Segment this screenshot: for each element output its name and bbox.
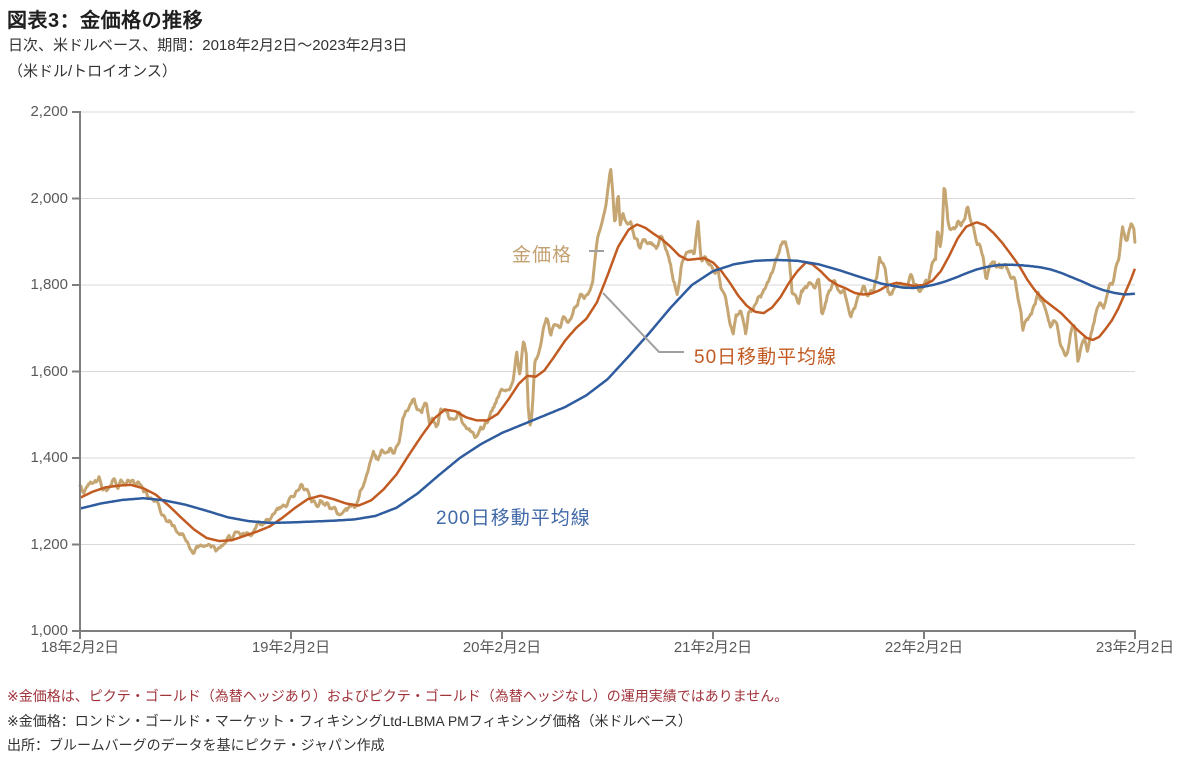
y-tick-label: 1,200: [30, 535, 68, 553]
x-tick-label: 22年2月2日: [884, 639, 964, 656]
footnote-source: 出所：ブルームバーグのデータを基にピクテ・ジャパン作成: [7, 737, 385, 753]
x-tick-label: 23年2月2日: [1095, 639, 1175, 656]
series-label-50day-ma: 50日移動平均線: [694, 347, 838, 368]
y-axis-unit-label: （米ドル/トロイオンス）: [8, 63, 177, 80]
y-tick-label: 2,200: [30, 103, 68, 120]
x-tick-label: 20年2月2日: [462, 639, 542, 656]
y-tick-label: 1,600: [30, 362, 68, 380]
x-tick-label: 18年2月2日: [40, 639, 120, 656]
footnote-price-definition: ※金価格：ロンドン・ゴールド・マーケット・フィキシングLtd-LBMA PMフィ…: [7, 713, 692, 729]
x-tick-label: 19年2月2日: [251, 639, 331, 656]
y-tick-label: 1,400: [30, 449, 68, 466]
ma200-line: [79, 258, 1136, 525]
series-label-200day-ma: 200日移動平均線: [436, 508, 591, 529]
series-label-gold-price: 金価格: [512, 245, 573, 266]
y-tick-label: 1,000: [30, 622, 68, 639]
gold-price-line: [78, 168, 1137, 555]
x-tick-label: 21年2月2日: [673, 639, 753, 656]
footnote-disclaimer: ※金価格は、ピクテ・ゴールド（為替ヘッジあり）およびピクテ・ゴールド（為替ヘッジ…: [7, 688, 789, 704]
y-tick-label: 2,000: [30, 189, 68, 207]
chart-title: 図表3：金価格の推移: [7, 10, 204, 32]
ma50-label-pointer: [602, 292, 684, 353]
ma50-line: [79, 221, 1137, 543]
chart-subtitle: 日次、米ドルベース、期間：2018年2月2日～2023年2月3日: [8, 37, 408, 54]
y-tick-label: 1,800: [30, 276, 68, 293]
